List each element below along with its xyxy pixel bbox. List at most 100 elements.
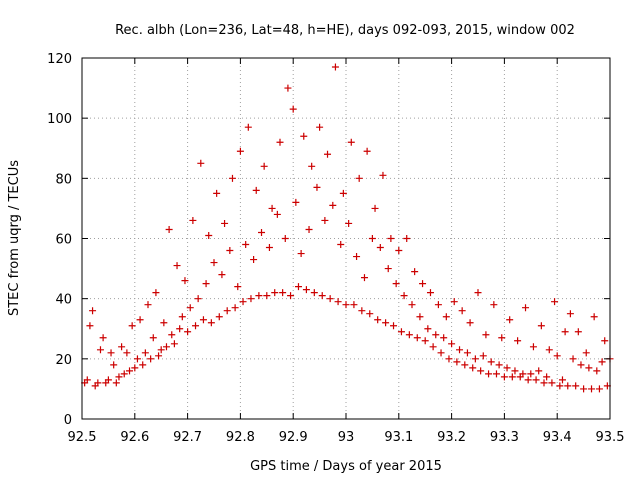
data-point-plus	[252, 186, 260, 194]
data-point-plus	[202, 280, 210, 288]
data-point-plus	[226, 247, 234, 255]
x-tick-label: 93.5	[596, 430, 625, 445]
data-point-plus	[479, 352, 487, 360]
data-point-plus	[445, 355, 453, 363]
data-point-plus	[360, 274, 368, 282]
data-point-plus	[287, 292, 295, 300]
data-point-plus	[310, 289, 318, 297]
data-point-plus	[165, 225, 173, 233]
data-point-plus	[403, 235, 411, 242]
data-point-plus	[527, 370, 535, 378]
data-point-plus	[384, 265, 392, 273]
data-point-plus	[186, 304, 194, 312]
data-point-plus	[577, 361, 585, 369]
data-point-plus	[99, 334, 107, 342]
data-point-plus	[281, 235, 289, 242]
data-point-plus	[413, 334, 421, 342]
data-point-plus	[126, 367, 134, 375]
data-point-plus	[434, 301, 442, 309]
x-tick-label: 92.6	[120, 430, 149, 445]
data-point-plus	[244, 123, 252, 131]
data-point-plus	[170, 340, 178, 348]
y-tick-label: 40	[55, 293, 72, 308]
y-tick-labels: 0 20 40 60 80 100 120	[47, 52, 72, 428]
data-point-plus	[308, 162, 316, 170]
data-point-plus	[588, 385, 596, 393]
data-point-plus	[437, 349, 445, 357]
data-point-plus	[199, 316, 207, 324]
x-tick-label: 92.9	[279, 430, 308, 445]
axis-ticks	[81, 57, 611, 420]
data-point-plus	[331, 63, 339, 71]
x-tick-label: 93	[338, 430, 355, 445]
x-tick-label: 92.5	[68, 430, 97, 445]
data-point-plus	[598, 358, 606, 366]
data-point-plus	[144, 301, 152, 309]
data-point-plus	[593, 367, 601, 375]
data-point-plus	[485, 370, 493, 378]
x-axis-label: GPS time / Days of year 2015	[250, 459, 442, 474]
data-point-plus	[104, 376, 112, 384]
data-point-plus	[474, 289, 482, 297]
data-point-plus	[595, 385, 603, 393]
data-point-plus	[461, 361, 469, 369]
data-point-plus	[543, 373, 551, 381]
data-point-plus	[123, 349, 131, 357]
y-tick-label: 60	[55, 233, 72, 248]
data-point-plus	[110, 361, 118, 369]
data-point-plus	[477, 367, 485, 375]
data-point-plus	[242, 241, 250, 249]
data-point-plus	[506, 316, 514, 324]
x-tick-label: 93.4	[543, 430, 572, 445]
data-point-plus	[508, 373, 516, 381]
data-point-plus	[537, 322, 545, 330]
data-point-plus	[519, 370, 527, 378]
data-point-plus	[276, 138, 284, 146]
y-tick-label: 20	[55, 353, 72, 368]
data-point-plus	[466, 319, 474, 327]
data-point-plus	[260, 162, 268, 170]
data-point-plus	[585, 364, 593, 372]
data-point-plus	[231, 304, 239, 312]
x-tick-label: 92.8	[226, 430, 255, 445]
data-point-plus	[456, 346, 464, 354]
data-point-plus	[173, 262, 181, 270]
data-point-plus	[178, 313, 186, 321]
data-point-plus	[181, 277, 189, 285]
chart-title: Rec. albh (Lon=236, Lat=48, h=HE), days …	[115, 23, 575, 38]
data-point-plus	[503, 364, 511, 372]
data-point-plus	[83, 376, 91, 384]
y-tick-label: 100	[47, 112, 72, 127]
data-point-plus	[236, 147, 244, 155]
data-point-plus	[548, 379, 556, 387]
data-point-plus	[271, 289, 279, 297]
x-tick-label: 92.7	[173, 430, 202, 445]
data-point-plus	[155, 352, 163, 360]
data-point-plus	[487, 358, 495, 366]
data-point-plus	[94, 379, 102, 387]
grid-lines	[82, 58, 610, 419]
data-point-plus	[234, 283, 242, 291]
data-point-plus	[239, 298, 247, 306]
data-point-plus	[205, 231, 213, 239]
data-point-plus	[210, 259, 218, 267]
data-point-plus	[408, 301, 416, 309]
data-point-plus	[411, 268, 419, 276]
data-point-plus	[329, 201, 337, 209]
data-point-plus	[350, 301, 358, 309]
data-point-plus	[268, 204, 276, 212]
data-point-plus	[490, 301, 498, 309]
data-point-plus	[569, 355, 577, 363]
data-point-plus	[492, 370, 500, 378]
data-point-plus	[162, 343, 170, 351]
data-point-plus	[194, 295, 202, 303]
data-point-plus	[152, 289, 160, 297]
data-point-plus	[400, 292, 408, 300]
data-point-plus	[561, 328, 569, 336]
data-point-plus	[228, 174, 236, 182]
data-point-plus	[347, 138, 355, 146]
data-point-plus	[345, 219, 353, 227]
data-point-plus	[358, 307, 366, 315]
data-point-plus	[390, 322, 398, 330]
